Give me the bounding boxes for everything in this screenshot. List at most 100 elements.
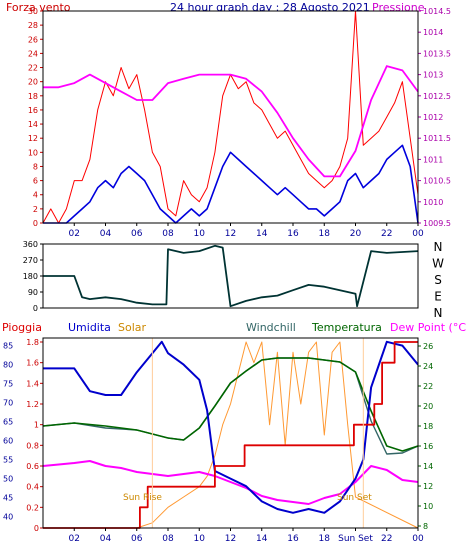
wind-axis-label: 20: [28, 78, 38, 87]
direction-axis-label: 270: [23, 256, 38, 265]
legend-solar: Solar: [118, 321, 147, 334]
panel1-time-label: 22: [381, 229, 392, 239]
panel3-time-label: 00: [412, 534, 424, 544]
wind-axis-label: 26: [28, 35, 38, 44]
panel1-time-label: 18: [319, 229, 331, 239]
pressure-axis-label: 1014: [423, 28, 443, 37]
wind-axis-label: 16: [28, 106, 38, 115]
wind-axis-label: 10: [28, 148, 38, 157]
rain-axis-label: 0.8: [26, 441, 39, 450]
wind-axis-label: 4: [33, 191, 38, 200]
pressure-axis-label: 1014.5: [423, 7, 451, 16]
humidity-axis-label: 70: [3, 399, 13, 408]
wind-pressure-panel: 0246810121416182022242628301009.51010101…: [28, 7, 451, 239]
temperature-axis-label: 18: [423, 422, 433, 431]
panel1-time-label: 10: [194, 229, 206, 239]
panel3-time-label: 14: [256, 534, 268, 544]
panel3-time-label: 10: [194, 534, 206, 544]
temperature-axis-label: 16: [423, 442, 433, 451]
wind-axis-label: 6: [33, 177, 38, 186]
wind-axis-label: 0: [33, 219, 38, 228]
legend-temperature: Temperatura: [311, 321, 382, 334]
dewpoint-line: [42, 460, 419, 505]
panel3-time-label: 08: [162, 534, 174, 544]
humidity-axis-label: 75: [3, 380, 13, 389]
compass-direction-label: W: [432, 257, 444, 271]
panel3-time-label: 18: [319, 534, 331, 544]
rain-axis-label: 1.2: [26, 400, 39, 409]
temperature-axis-label: 20: [423, 402, 433, 411]
wind-axis-label: 12: [28, 134, 38, 143]
panel2-frame: [42, 243, 419, 309]
panel1-time-label: 06: [131, 229, 143, 239]
rain-axis-label: 0: [34, 524, 39, 533]
rain-axis-label: 0.6: [26, 462, 39, 471]
direction-axis-label: 90: [28, 288, 38, 297]
direction-axis-label: 0: [33, 304, 38, 313]
legend-dewpoint: Dew Point (°C): [390, 321, 466, 334]
pressure-line: [43, 65, 419, 178]
legend-windchill: Windchill: [246, 321, 296, 334]
pressure-axis-label: 1012: [423, 113, 443, 122]
panel1-time-label: 02: [69, 229, 80, 239]
direction-axis-label: 360: [23, 240, 38, 249]
pressure-axis-label: 1010.5: [423, 177, 451, 186]
wind-axis-label: 2: [33, 205, 38, 214]
temperature-axis-label: 22: [423, 382, 433, 391]
temperature-axis-label: 10: [423, 502, 433, 511]
rain-axis-label: 0.2: [26, 503, 39, 512]
humidity-axis-label: 80: [3, 361, 13, 370]
sun-set-annotation: Sun Set: [337, 493, 372, 503]
legend-rain: Pioggia: [2, 321, 42, 334]
pressure-axis-label: 1010: [423, 198, 443, 207]
temperature-axis-label: 8: [423, 522, 428, 531]
rain-axis-label: 1.6: [26, 359, 39, 368]
panel1-time-label: 08: [162, 229, 174, 239]
panel1-time-label: 16: [287, 229, 299, 239]
temperature-axis-label: 24: [423, 362, 433, 371]
rain-axis-label: 0.4: [26, 483, 39, 492]
sun-rise-annotation: Sun Rise: [123, 493, 162, 503]
panel3-time-label: 16: [287, 534, 299, 544]
rain-line: [43, 341, 418, 529]
wind-axis-label: 22: [28, 64, 38, 73]
panel3-time-label: 12: [225, 534, 236, 544]
temperature-axis-label: 14: [423, 462, 433, 471]
wind-axis-label: 8: [33, 162, 38, 171]
wind-direction-line: [43, 244, 419, 308]
rain-axis-label: 1.8: [26, 338, 39, 347]
panel3-time-label: 22: [381, 534, 392, 544]
panel3-time-label: 04: [100, 534, 112, 544]
wind-average-line: [43, 144, 419, 224]
rain-axis-label: 1.4: [26, 379, 39, 388]
humidity-line: [43, 340, 419, 514]
pressure-axis-label: 1013.5: [423, 49, 451, 58]
wind-axis-label: 30: [28, 7, 38, 16]
humidity-axis-label: 60: [3, 437, 13, 446]
humidity-axis-label: 65: [3, 418, 13, 427]
panel1-time-label: 12: [225, 229, 236, 239]
panel3-time-label: 02: [69, 534, 80, 544]
humidity-axis-label: 40: [3, 513, 13, 522]
rain-axis-label: 1: [34, 421, 39, 430]
wind-axis-label: 28: [28, 21, 38, 30]
solar-line: [43, 341, 419, 529]
wind-axis-label: 18: [28, 92, 38, 101]
panel3-time-label: Sun Set: [338, 534, 373, 544]
panel1-time-label: 20: [350, 229, 362, 239]
pressure-axis-label: 1011.5: [423, 134, 451, 143]
panel1-time-label: 00: [412, 229, 424, 239]
humidity-axis-label: 50: [3, 475, 13, 484]
temperature-line: [42, 357, 419, 452]
temperature-axis-label: 26: [423, 342, 433, 351]
wind-axis-label: 14: [28, 120, 38, 129]
compass-direction-label: E: [434, 290, 442, 304]
compass-direction-label: N: [434, 240, 443, 254]
pressure-axis-label: 1009.5: [423, 219, 451, 228]
humidity-axis-label: 85: [3, 342, 13, 351]
pressure-axis-label: 1013: [423, 71, 443, 80]
compass-direction-label: S: [434, 273, 442, 287]
